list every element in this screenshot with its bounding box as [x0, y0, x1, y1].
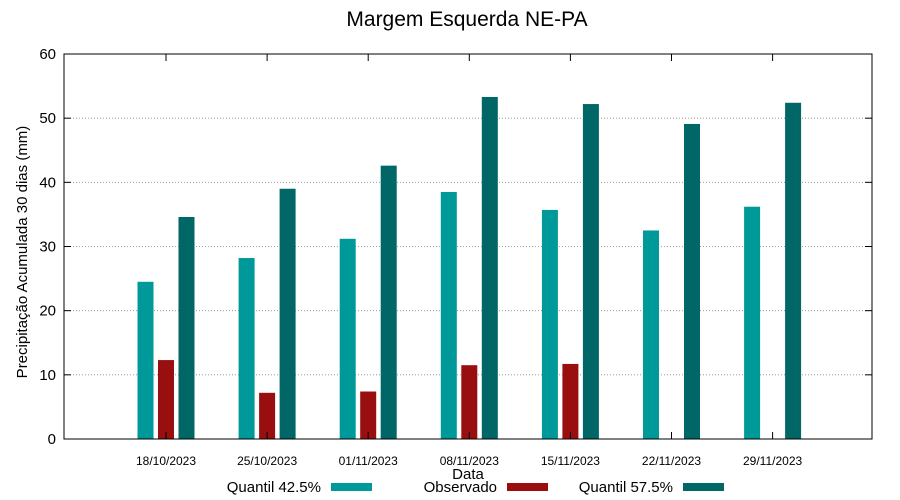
x-tick-label: 18/10/2023 [136, 454, 196, 468]
y-tick-label: 0 [48, 431, 56, 448]
x-tick-label: 25/10/2023 [237, 454, 297, 468]
bar-observado [360, 391, 377, 439]
legend: Quantil 42.5% Observado Quantil 57.5% [227, 479, 724, 496]
bar-quantil-42-5 [643, 230, 659, 439]
bar-observado [562, 363, 579, 439]
bar-quantil-57-5 [380, 165, 397, 439]
y-axis: 0 10 20 30 40 50 60 [39, 46, 872, 448]
x-tick-label: 08/11/2023 [440, 454, 499, 468]
bar-quantil-57-5 [785, 102, 802, 440]
bar-observado [461, 365, 478, 439]
y-tick-label: 40 [39, 174, 56, 191]
legend-label: Quantil 42.5% [227, 479, 321, 496]
y-tick-label: 60 [39, 46, 56, 63]
legend-swatch [331, 483, 372, 491]
x-axis: 18/10/2023 25/10/2023 01/11/2023 08/11/2023… [136, 54, 803, 468]
legend-label: Quantil 57.5% [579, 479, 673, 496]
bar-quantil-42-5 [339, 238, 356, 439]
bars [137, 96, 802, 440]
x-tick-label: 22/11/2023 [642, 454, 701, 468]
bar-observado [259, 392, 276, 439]
bar-quantil-42-5 [238, 258, 255, 439]
bar-quantil-57-5 [684, 123, 700, 440]
y-tick-label: 50 [39, 110, 56, 127]
bar-quantil-57-5 [279, 188, 296, 439]
y-tick-label: 30 [39, 239, 56, 256]
y-axis-label: Precipitação Acumulada 30 dias (mm) [14, 126, 31, 379]
bar-quantil-42-5 [440, 191, 457, 439]
bar-quantil-57-5 [481, 96, 498, 439]
legend-swatch [683, 483, 724, 491]
bar-observado [158, 360, 174, 439]
bar-quantil-57-5 [178, 216, 195, 439]
y-tick-label: 20 [39, 303, 56, 320]
bar-quantil-42-5 [137, 281, 154, 439]
x-tick-label: 15/11/2023 [541, 454, 600, 468]
legend-label: Observado [424, 479, 497, 496]
x-tick-label: 29/11/2023 [743, 454, 802, 468]
bar-quantil-42-5 [541, 209, 558, 439]
bar-quantil-42-5 [744, 206, 761, 439]
bar-quantil-57-5 [582, 104, 599, 440]
legend-swatch [507, 483, 548, 491]
x-axis-label: Data [452, 466, 484, 483]
chart-title: Margem Esquerda NE-PA [346, 8, 587, 31]
x-tick-label: 01/11/2023 [339, 454, 398, 468]
y-tick-label: 10 [39, 367, 56, 384]
